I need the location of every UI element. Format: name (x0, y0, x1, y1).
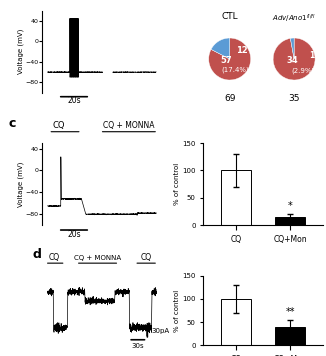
Text: 69: 69 (224, 94, 235, 103)
Text: *: * (288, 201, 292, 211)
Text: 34: 34 (286, 56, 298, 64)
Text: 1: 1 (309, 51, 315, 61)
Wedge shape (209, 38, 251, 80)
Y-axis label: Voltage (mV): Voltage (mV) (17, 162, 24, 207)
Bar (275, 327, 305, 345)
Y-axis label: % of control: % of control (173, 289, 180, 332)
Bar (275, 217, 305, 225)
Text: c: c (9, 117, 16, 130)
Text: CQ: CQ (141, 253, 152, 262)
Text: (17.4%): (17.4%) (221, 66, 249, 73)
Text: d: d (33, 248, 42, 261)
Text: CQ + MONNA: CQ + MONNA (74, 255, 121, 261)
Y-axis label: Voltage (mV): Voltage (mV) (17, 29, 24, 74)
Wedge shape (273, 38, 315, 80)
Wedge shape (290, 38, 294, 59)
Text: 12: 12 (236, 46, 248, 55)
Text: CQ + MONNA: CQ + MONNA (103, 121, 154, 130)
Text: 20s: 20s (68, 230, 82, 239)
Text: 20s: 20s (68, 96, 82, 105)
Text: CTL: CTL (221, 12, 238, 21)
Wedge shape (211, 38, 230, 59)
Bar (221, 171, 251, 225)
Text: (2.9%): (2.9%) (291, 68, 314, 74)
Text: CQ: CQ (49, 253, 60, 262)
Text: 57: 57 (221, 56, 232, 64)
Text: $Adv/Ano1^{fl/fl}$: $Adv/Ano1^{fl/fl}$ (272, 12, 316, 25)
Text: **: ** (286, 307, 295, 317)
Bar (221, 299, 251, 345)
Y-axis label: % of control: % of control (173, 163, 180, 205)
Text: 35: 35 (289, 94, 300, 103)
Text: 30pA: 30pA (152, 328, 170, 334)
Text: CQ: CQ (53, 121, 65, 130)
Text: 30s: 30s (131, 343, 144, 349)
